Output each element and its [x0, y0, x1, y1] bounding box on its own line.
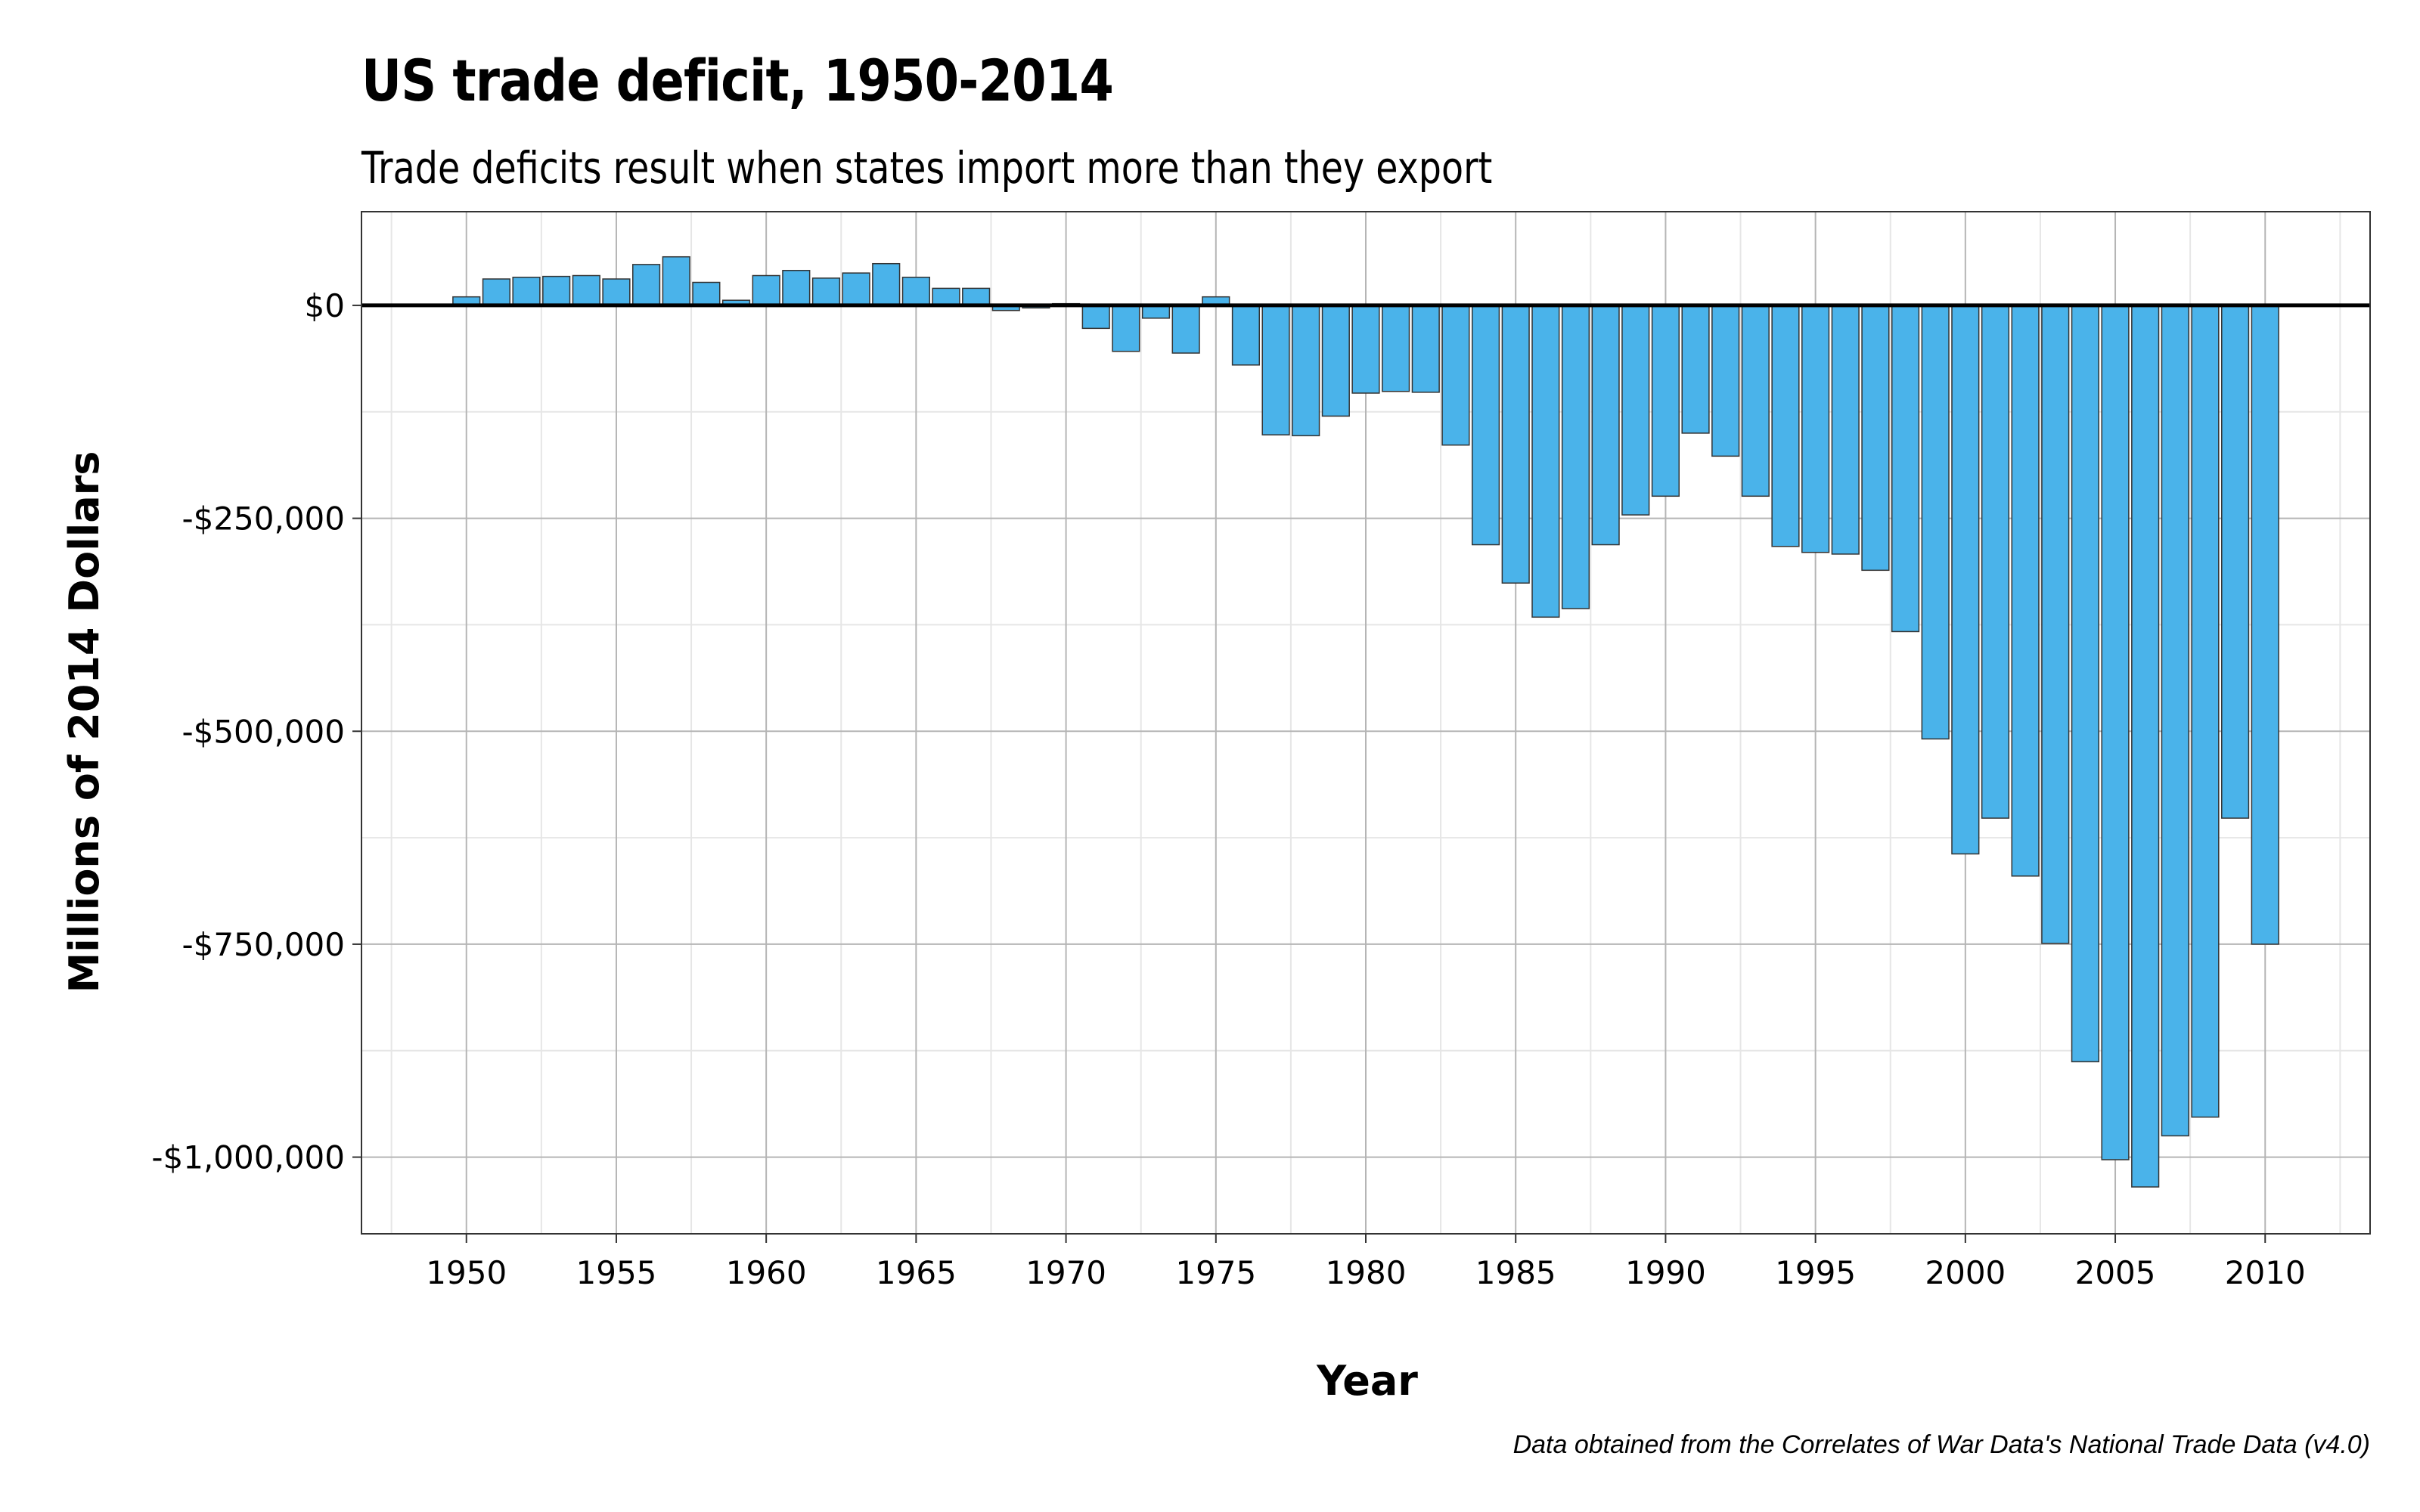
bar-1994 [1771, 305, 1800, 547]
bar-1951 [482, 278, 510, 306]
x-tick-label: 1960 [726, 1254, 807, 1291]
x-tick-label: 1970 [1025, 1254, 1106, 1291]
bar-1958 [692, 281, 721, 306]
bar-2002 [2011, 305, 2040, 877]
bar-1965 [901, 277, 930, 306]
x-tick-label: 1950 [426, 1254, 507, 1291]
bar-1977 [1261, 305, 1290, 435]
bar-1993 [1741, 305, 1770, 497]
bar-1954 [572, 274, 600, 306]
y-tick-label: -$250,000 [182, 500, 345, 538]
bar-2009 [2221, 305, 2250, 819]
bar-2008 [2191, 305, 2220, 1118]
bar-1992 [1711, 305, 1740, 457]
x-axis-ticks: 1950 1955 1960 1965 1970 1975 1980 1985 1990 1995… [426, 1234, 2306, 1291]
bar-1988 [1591, 305, 1620, 546]
y-tick-label: -$500,000 [182, 713, 345, 750]
bar-1987 [1561, 305, 1590, 609]
x-tick-label: 1995 [1775, 1254, 1856, 1291]
bar-1978 [1292, 305, 1320, 437]
bar-1973 [1141, 305, 1171, 319]
bar-1953 [542, 275, 571, 306]
bar-1967 [962, 287, 991, 306]
bar-1981 [1382, 305, 1410, 392]
bar-1980 [1351, 305, 1380, 394]
chart-subtitle: Trade deficits result when states import… [361, 142, 1493, 194]
bar-1966 [932, 287, 960, 306]
x-tick-label: 2005 [2075, 1254, 2156, 1291]
bar-2003 [2041, 305, 2070, 944]
bar-1982 [1411, 305, 1440, 393]
chart-title: US trade deficit, 1950-2014 [361, 47, 1114, 114]
bar-2010 [2251, 305, 2279, 945]
bar-1974 [1171, 305, 1200, 354]
x-tick-label: 1965 [876, 1254, 957, 1291]
x-tick-label: 1990 [1625, 1254, 1706, 1291]
y-axis-ticks: $0 -$250,000 -$500,000 -$750,000 -$1,000,000 [151, 287, 361, 1176]
x-tick-label: 1955 [576, 1254, 657, 1291]
bar-2004 [2071, 305, 2099, 1063]
bar-1971 [1081, 305, 1110, 330]
bar-1960 [752, 274, 780, 306]
bar-1955 [602, 278, 631, 306]
bar-1976 [1231, 305, 1261, 366]
bar-2000 [1951, 305, 1980, 855]
bar-1990 [1651, 305, 1680, 497]
source-caption: Data obtained from the Correlates of War… [1512, 1430, 2370, 1459]
bar-1999 [1921, 305, 1950, 740]
bar-1997 [1861, 305, 1890, 572]
bar-1979 [1321, 305, 1350, 417]
bar-1985 [1501, 305, 1530, 584]
bar-2007 [2161, 305, 2189, 1137]
bar-1972 [1112, 305, 1140, 352]
bar-1957 [662, 256, 690, 306]
y-tick-label: $0 [305, 287, 345, 324]
bar-2001 [1981, 305, 2010, 819]
bar-1989 [1621, 305, 1650, 516]
x-tick-label: 2010 [2225, 1254, 2306, 1291]
bar-1996 [1831, 305, 1860, 555]
bar-1961 [782, 269, 811, 306]
bar-1956 [632, 264, 661, 306]
y-tick-label: -$1,000,000 [151, 1139, 345, 1176]
bar-1952 [512, 277, 541, 306]
bar-1984 [1471, 305, 1500, 546]
x-tick-label: 1980 [1326, 1254, 1407, 1291]
bar-1963 [842, 272, 870, 306]
bar-1964 [872, 262, 901, 306]
bar-1991 [1681, 305, 1710, 434]
bars [452, 256, 2279, 1188]
x-tick-label: 1985 [1475, 1254, 1556, 1291]
y-axis-title: Millions of 2014 Dollars [60, 451, 108, 993]
x-tick-label: 1975 [1175, 1254, 1256, 1291]
x-axis-title: Year [1316, 1357, 1418, 1405]
x-tick-label: 2000 [1925, 1254, 2006, 1291]
bar-2005 [2101, 305, 2130, 1160]
y-tick-label: -$750,000 [182, 926, 345, 963]
bar-1983 [1441, 305, 1470, 446]
bar-1998 [1891, 305, 1920, 633]
bar-1986 [1531, 305, 1560, 618]
bar-2006 [2131, 305, 2160, 1188]
bar-1995 [1801, 305, 1830, 553]
bar-1962 [811, 277, 841, 306]
